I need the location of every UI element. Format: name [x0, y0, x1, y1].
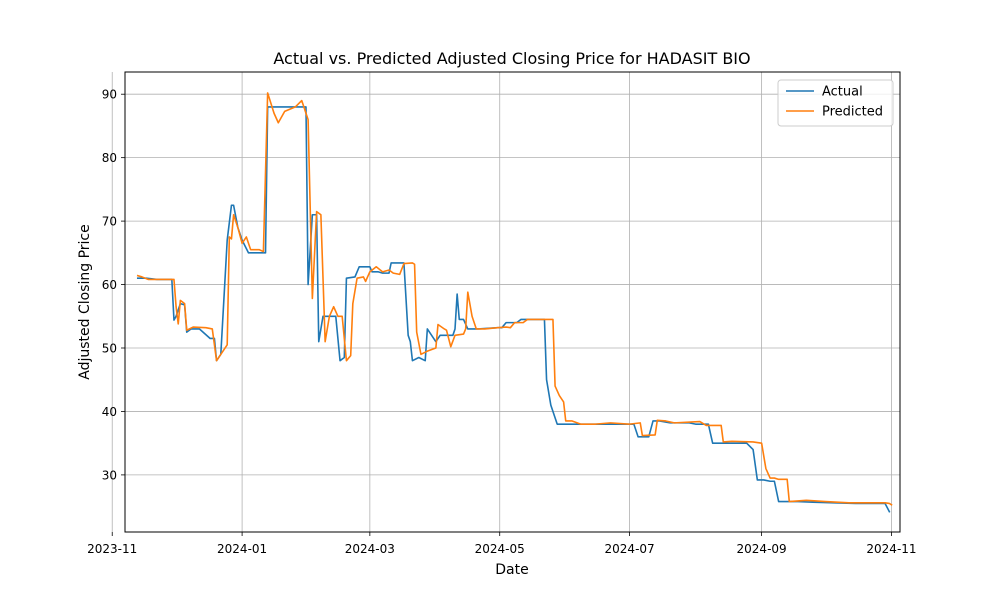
legend-label-actual: Actual	[822, 85, 863, 100]
plot-area-background	[125, 72, 900, 532]
y-tick-label: 30	[102, 468, 117, 482]
x-tick-label: 2024-07	[605, 542, 655, 556]
y-axis-ticks: 30 40 50 60 70 80 90	[102, 88, 125, 482]
x-axis-label: Date	[495, 562, 528, 578]
series-lines	[136, 92, 893, 513]
y-tick-label: 70	[102, 215, 117, 229]
grid-lines	[111, 72, 900, 532]
x-tick-label: 2024-11	[866, 542, 916, 556]
chart-title: Actual vs. Predicted Adjusted Closing Pr…	[273, 49, 750, 68]
y-tick-label: 90	[102, 88, 117, 102]
y-axis-label: Adjusted Closing Price	[77, 224, 93, 380]
x-tick-label: 2024-01	[217, 542, 267, 556]
x-tick-label: 2024-09	[737, 542, 787, 556]
y-tick-label: 60	[102, 278, 117, 292]
plot-area-frame	[124, 71, 901, 533]
x-tick-label: 2024-03	[345, 542, 395, 556]
x-axis-ticks: 2023-11 2024-01 2024-03 2024-05 2024-07 2024-…	[87, 532, 917, 556]
x-tick-label: 2023-11	[87, 542, 137, 556]
y-tick-label: 80	[102, 151, 117, 165]
series-line-predicted	[136, 92, 893, 506]
legend: Actual Predicted	[777, 79, 894, 127]
y-tick-label: 40	[102, 405, 117, 419]
y-tick-label: 50	[102, 342, 117, 356]
legend-label-predicted: Predicted	[822, 105, 883, 120]
x-tick-label: 2024-05	[475, 542, 525, 556]
